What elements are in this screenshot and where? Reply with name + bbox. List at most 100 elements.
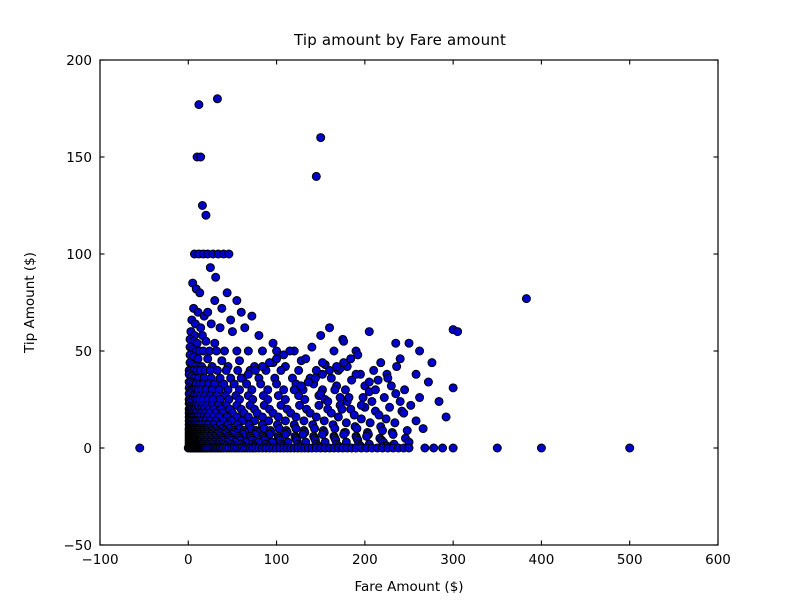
data-point: [325, 323, 335, 333]
data-point: [415, 346, 425, 356]
data-point: [256, 379, 266, 389]
data-point: [536, 443, 546, 453]
data-point: [196, 323, 206, 333]
data-point: [210, 296, 220, 306]
data-point: [233, 365, 243, 375]
data-point: [340, 385, 350, 395]
y-tick-label: 100: [66, 247, 92, 263]
data-point: [420, 443, 430, 453]
data-point: [379, 393, 389, 403]
data-point: [391, 338, 401, 348]
data-point: [333, 412, 343, 422]
x-axis-ticks: −100 0 100 200 300 400 500 600: [81, 60, 731, 568]
data-point: [356, 400, 366, 410]
data-point: [441, 412, 451, 422]
data-point: [395, 396, 405, 406]
data-point: [353, 350, 363, 360]
data-point: [316, 389, 326, 399]
data-point: [212, 365, 222, 375]
data-point: [240, 323, 250, 333]
data-point: [226, 315, 236, 325]
data-point: [234, 356, 244, 366]
x-tick-label: 100: [264, 552, 290, 568]
x-tick-label: 300: [440, 552, 466, 568]
data-point: [404, 443, 414, 453]
data-point: [399, 408, 409, 418]
data-point: [625, 443, 635, 453]
data-point: [400, 385, 410, 395]
data-point: [224, 249, 234, 259]
data-point: [311, 171, 321, 181]
data-point: [373, 375, 383, 385]
data-point: [273, 391, 283, 401]
data-point: [279, 350, 289, 360]
data-point: [352, 424, 362, 434]
data-point: [217, 303, 227, 313]
data-point: [391, 389, 401, 399]
data-point: [434, 396, 444, 406]
data-point: [242, 379, 252, 389]
data-point: [344, 393, 354, 403]
data-point: [279, 385, 289, 395]
data-point: [197, 201, 207, 210]
data-point: [193, 354, 203, 364]
data-point: [300, 395, 310, 404]
data-point: [411, 416, 421, 426]
data-point: [222, 288, 232, 298]
data-point: [310, 424, 320, 434]
data-point: [294, 365, 304, 375]
x-tick-label: 400: [529, 552, 555, 568]
data-point: [236, 373, 246, 383]
x-tick-label: −100: [81, 552, 118, 568]
data-point: [272, 354, 282, 364]
data-point: [317, 429, 327, 439]
data-point: [370, 385, 380, 395]
data-point: [427, 358, 437, 368]
data-point: [376, 358, 386, 368]
data-point: [257, 346, 267, 356]
data-point: [303, 377, 313, 387]
data-point: [453, 327, 463, 337]
data-point: [236, 307, 246, 317]
data-point: [423, 377, 433, 387]
data-point: [411, 369, 421, 379]
data-point: [229, 379, 239, 389]
data-point: [217, 356, 227, 366]
y-tick-label: 200: [66, 53, 92, 69]
data-point: [212, 94, 222, 104]
data-point: [392, 362, 402, 372]
data-point: [194, 100, 204, 110]
data-point: [268, 338, 278, 348]
data-point: [203, 354, 213, 364]
chart-title: Tip amount by Fare amount: [293, 31, 507, 49]
data-point: [195, 288, 205, 298]
data-point: [257, 362, 267, 372]
data-point: [326, 373, 336, 383]
axes-frame: [99, 59, 719, 546]
data-point: [307, 342, 317, 352]
data-point: [219, 379, 229, 389]
data-point: [201, 336, 211, 346]
data-point: [291, 424, 301, 434]
data-point: [201, 210, 211, 220]
data-point: [356, 414, 366, 424]
data-point: [316, 133, 326, 143]
data-point: [299, 416, 309, 426]
data-point: [243, 369, 253, 379]
x-tick-label: 500: [617, 552, 643, 568]
x-tick-label: 200: [352, 552, 378, 568]
data-point: [429, 443, 439, 453]
data-point: [221, 365, 231, 375]
data-point: [210, 338, 220, 348]
data-point: [205, 263, 215, 273]
x-tick-label: 0: [184, 552, 193, 568]
data-point: [364, 327, 374, 337]
data-point: [215, 323, 225, 333]
data-point: [385, 402, 395, 412]
data-point: [310, 373, 320, 383]
data-point: [351, 369, 361, 379]
data-point: [402, 426, 412, 436]
data-point: [374, 410, 384, 420]
data-point: [404, 338, 414, 348]
